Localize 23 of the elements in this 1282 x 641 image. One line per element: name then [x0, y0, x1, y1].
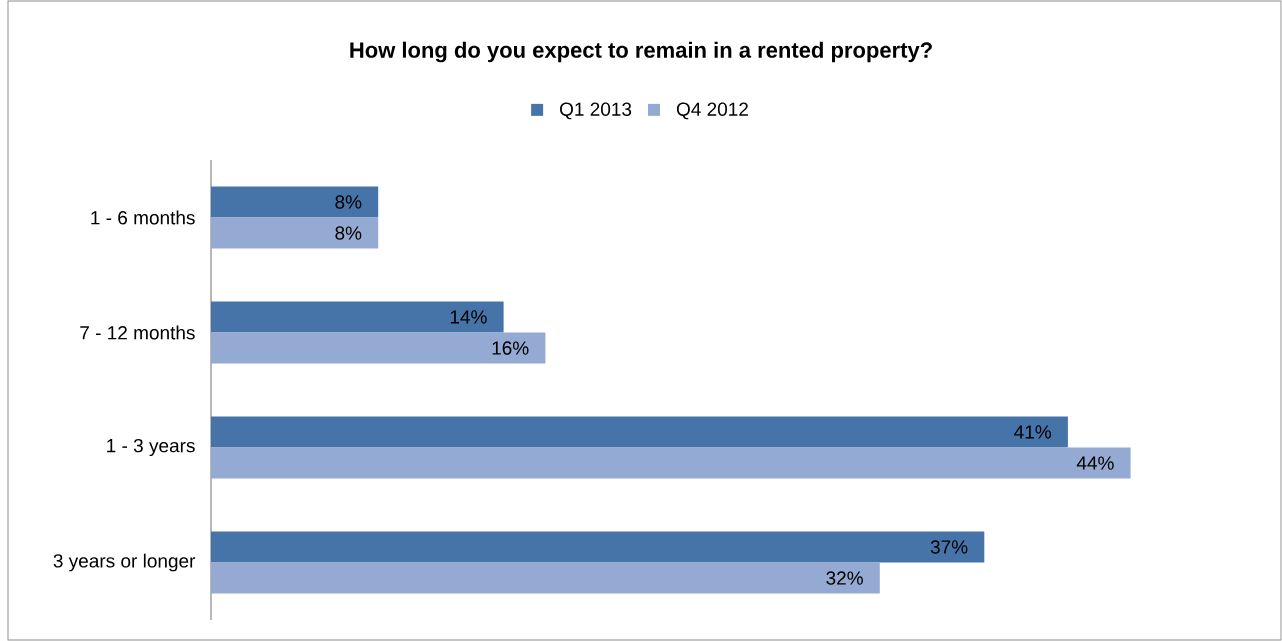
bar [211, 416, 1068, 448]
bar [211, 186, 379, 218]
y-tick-label: 1 - 6 months [91, 210, 195, 225]
bar [211, 217, 379, 249]
bar [211, 332, 546, 364]
data-label: 8% [335, 226, 362, 240]
data-label: 44% [1076, 456, 1114, 470]
data-label: 14% [450, 310, 487, 324]
data-label: 16% [492, 341, 529, 355]
y-tick-label: 7 - 12 months [80, 325, 195, 340]
data-label: 32% [826, 571, 863, 585]
y-tick-label: 1 - 3 years [107, 438, 195, 457]
data-label: 41% [1014, 425, 1052, 439]
legend-label: Q1 2013 [560, 102, 632, 120]
data-label: 37% [930, 540, 968, 554]
legend-label: Q4 2012 [676, 102, 748, 120]
bar [211, 301, 504, 333]
bar [211, 562, 880, 594]
bar [211, 447, 1131, 479]
y-tick-label: 3 years or longer [53, 553, 196, 572]
data-label: 8% [335, 195, 362, 209]
chart-title: How long do you expect to remain in a rented property? [350, 41, 932, 63]
bar [211, 531, 985, 563]
